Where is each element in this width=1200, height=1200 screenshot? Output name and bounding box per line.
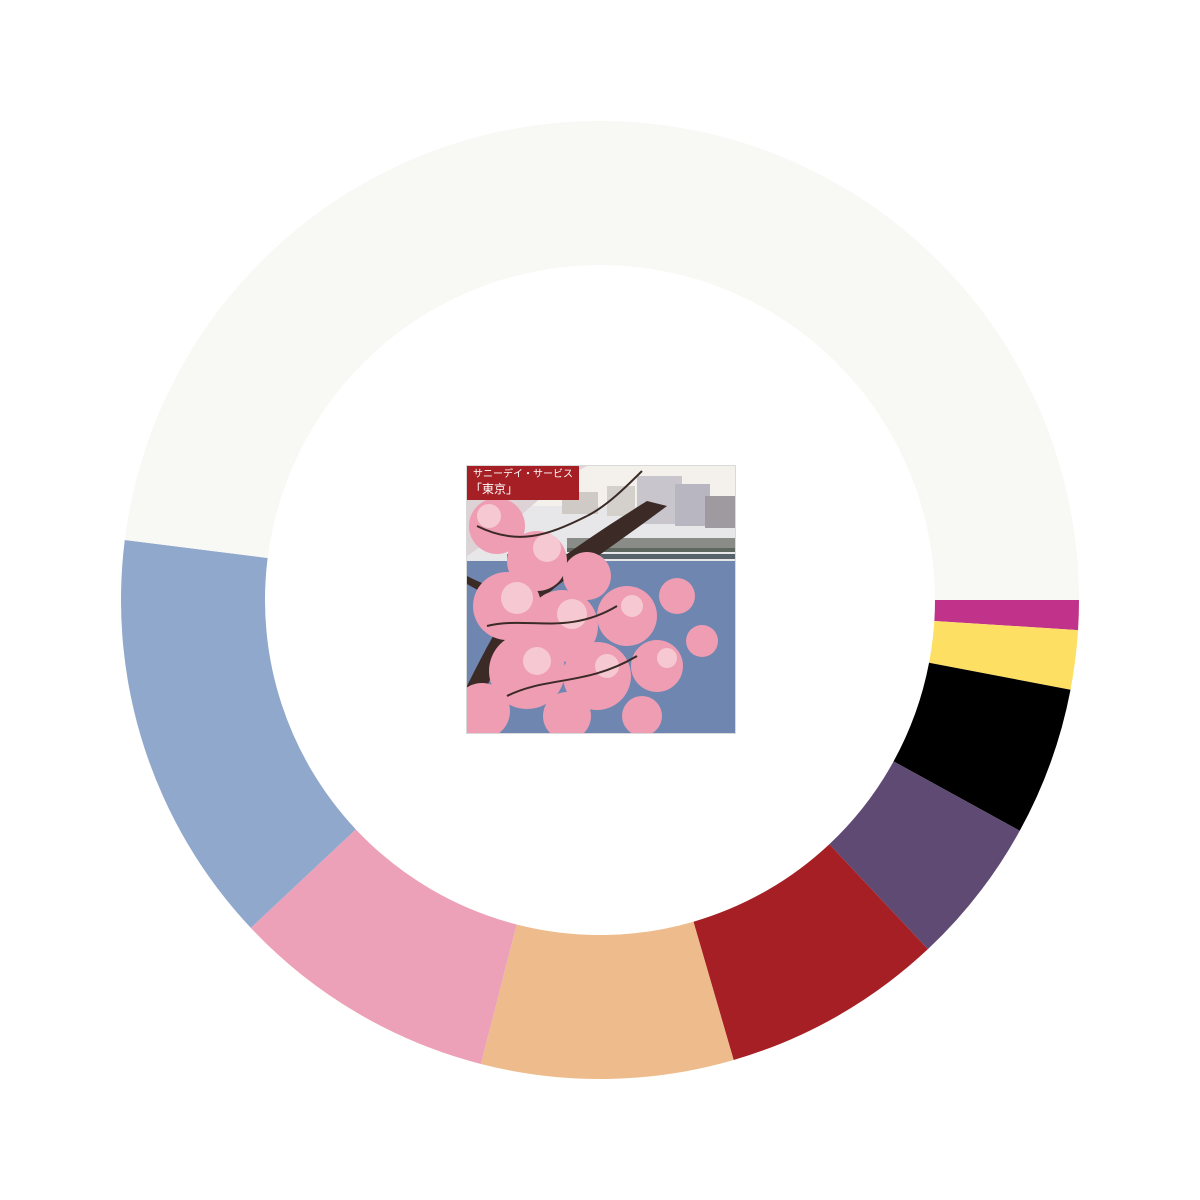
donut-slice-yellow [929, 621, 1079, 690]
donut-slice-purple [829, 761, 1020, 950]
donut-slice-off-white [124, 120, 1080, 601]
donut-slice-pink [250, 829, 517, 1064]
donut-slice-magenta [934, 600, 1079, 631]
donut-slice-blue [120, 539, 356, 928]
album-artist: サニーデイ・サービス [473, 469, 573, 480]
donut-slice-peach [480, 921, 734, 1079]
album-title: 「東京」 [470, 482, 519, 496]
donut-slice-red [693, 844, 928, 1060]
donut-slice-black [893, 662, 1071, 831]
album-label: サニーデイ・サービス 「東京」 [467, 466, 579, 500]
cherry-blossom-photo-icon [467, 466, 735, 733]
album-cover: サニーデイ・サービス 「東京」 [467, 466, 735, 733]
